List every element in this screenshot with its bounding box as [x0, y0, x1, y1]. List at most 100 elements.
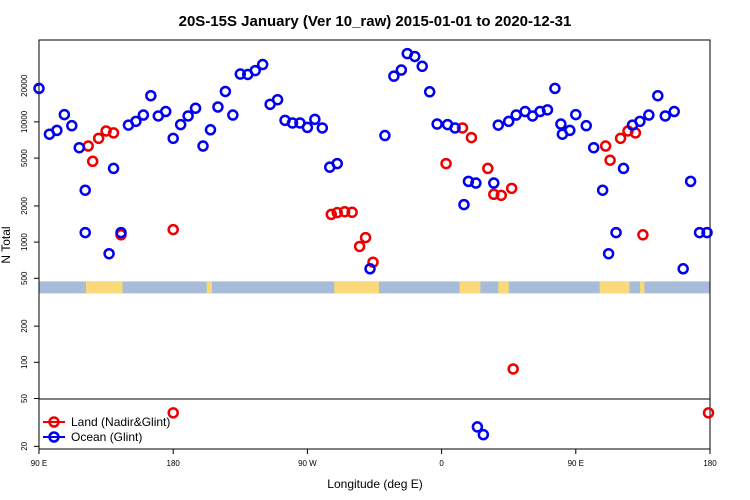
x-tick-label: 180	[703, 459, 717, 468]
y-tick-label: 500	[20, 271, 29, 285]
ocean-point	[388, 70, 400, 82]
ocean-point	[286, 117, 299, 129]
ocean-point	[51, 124, 63, 137]
x-tick-label: 90 W	[298, 459, 317, 468]
ocean-point	[580, 119, 592, 132]
ocean-point	[693, 226, 706, 239]
ocean-point	[462, 175, 475, 188]
ocean-point	[364, 263, 376, 275]
land-point	[599, 140, 612, 152]
land-point	[92, 132, 105, 145]
ocean-point	[115, 226, 127, 239]
ocean-point	[458, 198, 470, 211]
ocean-point	[234, 68, 247, 80]
y-axis: 20 50 100 200 500 1000 2000 5000 10000 20000	[20, 74, 39, 451]
ocean-point	[301, 121, 314, 134]
ocean-point	[227, 109, 239, 121]
ocean-point	[659, 110, 672, 122]
ocean-point	[416, 60, 428, 73]
data-points	[33, 47, 715, 441]
y-tick-label: 20	[20, 441, 29, 450]
land-segment	[498, 281, 509, 294]
ocean-point	[423, 86, 436, 98]
ocean-point	[271, 93, 284, 106]
land-point	[86, 155, 99, 168]
land-point	[505, 182, 518, 195]
land-segment	[85, 281, 123, 294]
land-point	[346, 206, 358, 219]
ocean-point	[541, 104, 554, 116]
ocean-point	[174, 118, 187, 131]
land-point	[359, 231, 372, 244]
ocean-point	[249, 64, 261, 77]
ocean-point	[510, 109, 522, 121]
ocean-point	[167, 132, 179, 145]
land-point	[167, 407, 179, 419]
land-point	[482, 162, 494, 175]
ocean-point	[643, 109, 655, 121]
ocean-point	[596, 184, 609, 196]
ocean-point	[634, 115, 646, 128]
land-segment	[639, 281, 645, 294]
x-axis-label: Longitude (deg E)	[327, 477, 422, 491]
y-tick-label: 50	[20, 393, 29, 402]
ocean-point	[103, 247, 115, 260]
ocean-point	[470, 177, 482, 189]
ocean-point	[159, 105, 172, 118]
ocean-point	[145, 89, 157, 102]
y-tick-label: 20000	[20, 74, 29, 97]
ocean-point	[617, 162, 630, 175]
ocean-point	[449, 122, 461, 134]
ocean-point	[492, 119, 505, 131]
land-point	[604, 154, 616, 166]
y-tick-label: 5000	[20, 149, 29, 167]
ocean-point	[79, 184, 91, 196]
legend-marker-land	[48, 416, 60, 428]
ocean-point	[212, 101, 224, 113]
land-point	[488, 188, 500, 201]
ocean-point	[570, 108, 582, 121]
land-point	[456, 122, 469, 134]
ocean-point	[58, 108, 71, 121]
land-segment	[459, 281, 481, 294]
land-segment	[206, 281, 212, 294]
ocean-point	[395, 64, 408, 76]
land-point	[465, 131, 478, 144]
ocean-point	[66, 119, 78, 132]
land-point	[495, 189, 507, 202]
land-point	[440, 157, 452, 170]
legend-label-land: Land (Nadir&Glint)	[71, 415, 170, 429]
land-point	[353, 240, 366, 253]
ocean-point	[431, 118, 443, 130]
y-tick-label: 10000	[20, 110, 29, 133]
ocean-point	[331, 157, 343, 170]
ocean-point	[587, 141, 600, 154]
y-axis-label: N Total	[0, 226, 13, 263]
ocean-point	[33, 82, 45, 95]
ocean-point	[379, 129, 391, 142]
ocean-point	[79, 226, 91, 239]
legend-marker-ocean	[48, 431, 60, 443]
ocean-point	[73, 141, 86, 154]
ocean-point	[309, 113, 321, 126]
ocean-point	[684, 175, 697, 188]
ocean-point	[409, 50, 421, 63]
x-tick-label: 90 E	[568, 459, 584, 468]
land-point	[338, 205, 351, 218]
ocean-point	[256, 58, 269, 71]
land-point	[107, 127, 120, 139]
land-segment	[334, 281, 379, 294]
ocean-point	[555, 118, 567, 130]
ocean-point	[549, 82, 561, 95]
ocean-point	[182, 110, 194, 122]
ocean-point	[602, 247, 615, 260]
ocean-point	[488, 177, 500, 189]
ocean-point	[107, 162, 120, 175]
y-tick-label: 2000	[20, 196, 29, 214]
land-point	[507, 363, 519, 375]
land-point	[82, 140, 94, 152]
legend-label-ocean: Ocean (Glint)	[71, 430, 142, 444]
y-tick-label: 100	[20, 355, 29, 369]
y-tick-label: 200	[20, 319, 29, 333]
